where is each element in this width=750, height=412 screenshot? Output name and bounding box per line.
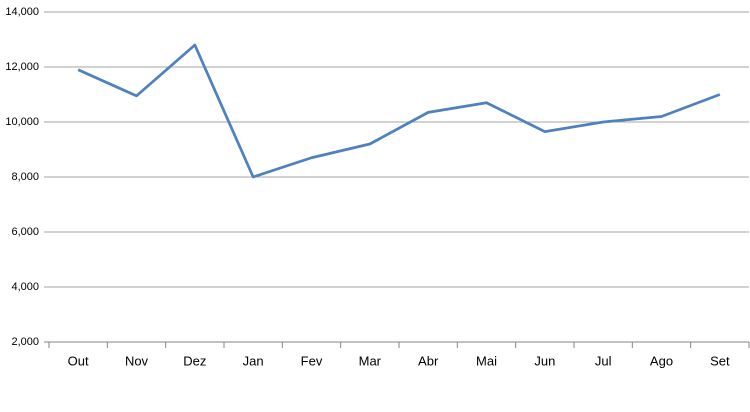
y-tick-label: 14,000 <box>5 6 39 18</box>
y-tick-label: 10,000 <box>5 116 39 128</box>
x-tick-label: Nov <box>125 353 149 368</box>
x-tick-label: Ago <box>650 353 673 368</box>
x-tick-label: Mai <box>476 353 497 368</box>
y-tick-label: 6,000 <box>11 226 39 238</box>
x-tick-label: Out <box>68 353 89 368</box>
y-tick-label: 4,000 <box>11 281 39 293</box>
line-series <box>77 43 721 179</box>
y-tick-label: 2,000 <box>11 336 39 348</box>
x-tick-label: Set <box>710 353 730 368</box>
x-tick-label: Dez <box>183 353 206 368</box>
x-tick-label: Mar <box>359 353 382 368</box>
x-tick-label: Jul <box>595 353 612 368</box>
y-tick-label: 12,000 <box>5 61 39 73</box>
x-tick-label: Fev <box>301 353 323 368</box>
x-tick-label: Jan <box>243 353 264 368</box>
x-tick-label: Abr <box>418 353 439 368</box>
y-tick-label: 8,000 <box>11 171 39 183</box>
x-tick-label: Jun <box>534 353 555 368</box>
